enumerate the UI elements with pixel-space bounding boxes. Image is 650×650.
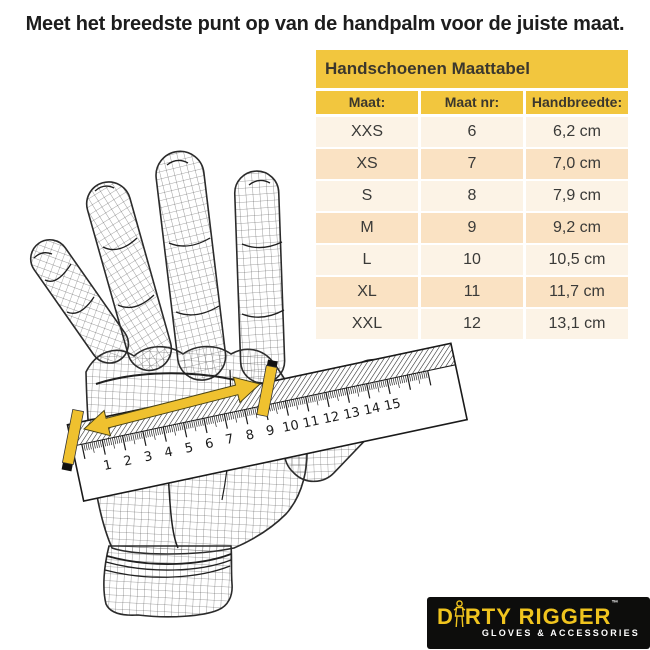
table-row: XS 7 7,0 cm	[316, 149, 628, 179]
table-cell: 13,1 cm	[526, 309, 628, 339]
ring-finger	[85, 181, 173, 372]
page-title: Meet het breedste punt op van de handpal…	[25, 13, 625, 35]
column-header-maat: Maat:	[316, 91, 418, 114]
size-table: Handschoenen Maattabel Maat: Maat nr: Ha…	[316, 50, 628, 339]
table-cell: 6,2 cm	[526, 117, 628, 147]
table-cell: 9,2 cm	[526, 213, 628, 243]
ruler-ticks-and-numbers: 1 2 3 4 5 6 7 8 9 10 11 12 13 14 15	[81, 370, 432, 474]
svg-text:1: 1	[102, 458, 113, 474]
brand-logo: D RTY RIGGER™ GLOVES & ACCESSORIES	[427, 597, 650, 649]
brand-name-left: D	[437, 604, 454, 629]
size-table-title: Handschoenen Maattabel	[316, 50, 628, 88]
middle-finger	[155, 150, 227, 381]
left-marker-bar	[61, 408, 85, 466]
table-cell: 8	[421, 181, 523, 211]
svg-text:7: 7	[224, 432, 235, 448]
table-cell: 9	[421, 213, 523, 243]
table-cell: 10,5 cm	[526, 245, 628, 275]
table-cell: 12	[421, 309, 523, 339]
column-header-handbreedte: Handbreedte:	[526, 91, 628, 114]
pinky-finger	[29, 238, 130, 364]
trademark-symbol: ™	[611, 600, 619, 607]
svg-text:5: 5	[183, 440, 194, 456]
svg-text:13: 13	[342, 405, 361, 423]
table-cell: 6	[421, 117, 523, 147]
brand-name: D RTY RIGGER™	[437, 600, 618, 630]
table-row: XXS 6 6,2 cm	[316, 117, 628, 147]
wrist	[103, 545, 233, 618]
table-cell: S	[316, 181, 418, 211]
index-finger	[233, 170, 286, 384]
table-cell: XXS	[316, 117, 418, 147]
table-cell: XS	[316, 149, 418, 179]
rigger-figure-icon	[453, 600, 466, 628]
measurement-arrow	[82, 376, 262, 437]
brand-name-right: RTY RIGGER	[464, 604, 612, 629]
table-row: L 10 10,5 cm	[316, 245, 628, 275]
measurement-markers	[61, 359, 278, 472]
svg-text:2: 2	[122, 453, 133, 469]
svg-text:12: 12	[322, 409, 341, 427]
svg-text:8: 8	[244, 427, 255, 443]
table-row: S 8 7,9 cm	[316, 181, 628, 211]
table-row: XXL 12 13,1 cm	[316, 309, 628, 339]
svg-text:4: 4	[163, 445, 174, 461]
table-row: XL 11 11,7 cm	[316, 277, 628, 307]
table-cell: 11,7 cm	[526, 277, 628, 307]
brand-tagline: GLOVES & ACCESSORIES	[481, 628, 640, 638]
svg-text:11: 11	[301, 414, 320, 432]
table-cell: M	[316, 213, 418, 243]
table-cell: 7,0 cm	[526, 149, 628, 179]
table-row: M 9 9,2 cm	[316, 213, 628, 243]
svg-text:9: 9	[265, 423, 276, 439]
table-cell: 10	[421, 245, 523, 275]
table-cell: L	[316, 245, 418, 275]
svg-text:14: 14	[363, 401, 382, 419]
table-cell: XXL	[316, 309, 418, 339]
left-marker-cap	[61, 462, 73, 472]
table-cell: 7	[421, 149, 523, 179]
svg-text:3: 3	[143, 449, 154, 465]
table-cell: XL	[316, 277, 418, 307]
svg-text:6: 6	[204, 436, 215, 452]
svg-text:15: 15	[383, 396, 402, 414]
column-header-maat-nr: Maat nr:	[421, 91, 523, 114]
table-cell: 11	[421, 277, 523, 307]
size-table-body: XXS 6 6,2 cm XS 7 7,0 cm S 8 7,9 cm M 9 9,2 cm L 10 10…	[316, 117, 628, 339]
size-table-header: Maat: Maat nr: Handbreedte:	[316, 91, 628, 114]
svg-text:10: 10	[281, 418, 300, 436]
table-cell: 7,9 cm	[526, 181, 628, 211]
right-marker-bar	[256, 364, 278, 418]
